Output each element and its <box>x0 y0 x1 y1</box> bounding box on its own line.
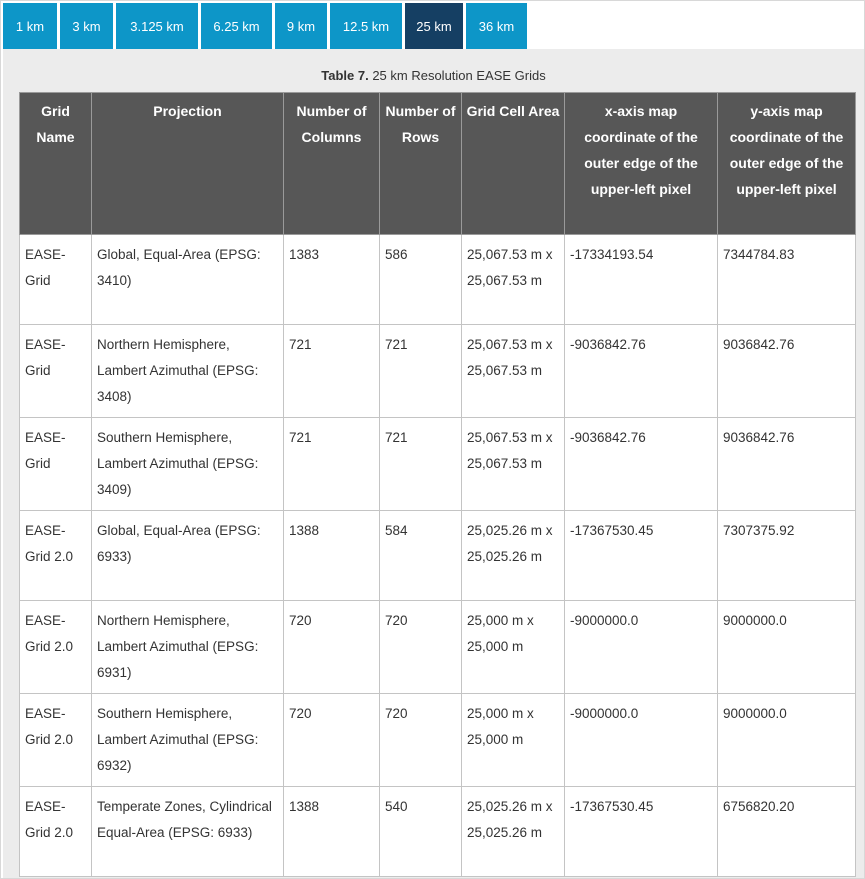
cell-x-coordinate: -9000000.0 <box>564 600 718 694</box>
caption-text: 25 km Resolution EASE Grids <box>368 68 546 83</box>
cell-columns: 721 <box>283 324 380 418</box>
cell-columns: 1388 <box>283 510 380 601</box>
resolution-tabs: 1 km 3 km 3.125 km 6.25 km 9 km 12.5 km … <box>3 3 527 49</box>
cell-area: 25,025.26 m x 25,025.26 m <box>461 786 565 877</box>
cell-area: 25,025.26 m x 25,025.26 m <box>461 510 565 601</box>
cell-x-coordinate: -9000000.0 <box>564 693 718 787</box>
cell-area: 25,000 m x 25,000 m <box>461 693 565 787</box>
cell-rows: 586 <box>379 234 462 325</box>
cell-y-coordinate: 9000000.0 <box>717 693 856 787</box>
cell-y-coordinate: 9036842.76 <box>717 417 856 511</box>
table-caption: Table 7. 25 km Resolution EASE Grids <box>3 68 864 83</box>
ease-grids-table: Grid Name Projection Number of Columns N… <box>19 92 856 877</box>
table-row: EASE-Grid 2.0 Temperate Zones, Cylindric… <box>19 786 856 877</box>
header-number-of-rows: Number of Rows <box>379 92 462 235</box>
cell-projection: Northern Hemisphere, Lambert Azimuthal (… <box>91 324 284 418</box>
cell-x-coordinate: -9036842.76 <box>564 324 718 418</box>
header-number-of-columns: Number of Columns <box>283 92 380 235</box>
cell-rows: 720 <box>379 600 462 694</box>
cell-columns: 721 <box>283 417 380 511</box>
cell-grid-name: EASE-Grid 2.0 <box>19 510 92 601</box>
tab-36-km[interactable]: 36 km <box>466 3 527 49</box>
table-row: EASE-Grid Northern Hemisphere, Lambert A… <box>19 324 856 418</box>
cell-y-coordinate: 9036842.76 <box>717 324 856 418</box>
cell-area: 25,067.53 m x 25,067.53 m <box>461 324 565 418</box>
table-row: EASE-Grid 2.0 Global, Equal-Area (EPSG: … <box>19 510 856 601</box>
tab-6-25-km[interactable]: 6.25 km <box>201 3 272 49</box>
cell-rows: 721 <box>379 417 462 511</box>
tab-12-5-km[interactable]: 12.5 km <box>330 3 402 49</box>
tab-3-125-km[interactable]: 3.125 km <box>116 3 198 49</box>
cell-y-coordinate: 6756820.20 <box>717 786 856 877</box>
cell-grid-name: EASE-Grid 2.0 <box>19 786 92 877</box>
cell-projection: Global, Equal-Area (EPSG: 6933) <box>91 510 284 601</box>
cell-projection: Southern Hemisphere, Lambert Azimuthal (… <box>91 417 284 511</box>
cell-grid-name: EASE-Grid 2.0 <box>19 693 92 787</box>
cell-columns: 1388 <box>283 786 380 877</box>
cell-area: 25,067.53 m x 25,067.53 m <box>461 234 565 325</box>
cell-area: 25,000 m x 25,000 m <box>461 600 565 694</box>
cell-rows: 721 <box>379 324 462 418</box>
tab-9-km[interactable]: 9 km <box>275 3 327 49</box>
table-row: EASE-Grid 2.0 Northern Hemisphere, Lambe… <box>19 600 856 694</box>
cell-x-coordinate: -17334193.54 <box>564 234 718 325</box>
header-y-axis-coordinate: y-axis map coordinate of the outer edge … <box>717 92 856 235</box>
cell-columns: 1383 <box>283 234 380 325</box>
cell-rows: 720 <box>379 693 462 787</box>
cell-x-coordinate: -17367530.45 <box>564 510 718 601</box>
cell-y-coordinate: 7344784.83 <box>717 234 856 325</box>
header-grid-cell-area: Grid Cell Area <box>461 92 565 235</box>
cell-y-coordinate: 7307375.92 <box>717 510 856 601</box>
cell-grid-name: EASE-Grid <box>19 324 92 418</box>
table-row: EASE-Grid Southern Hemisphere, Lambert A… <box>19 417 856 511</box>
cell-columns: 720 <box>283 693 380 787</box>
tab-3-km[interactable]: 3 km <box>60 3 113 49</box>
cell-projection: Southern Hemisphere, Lambert Azimuthal (… <box>91 693 284 787</box>
cell-projection: Northern Hemisphere, Lambert Azimuthal (… <box>91 600 284 694</box>
tab-1-km[interactable]: 1 km <box>3 3 57 49</box>
cell-grid-name: EASE-Grid 2.0 <box>19 600 92 694</box>
table-panel: Table 7. 25 km Resolution EASE Grids Gri… <box>3 49 864 878</box>
header-x-axis-coordinate: x-axis map coordinate of the outer edge … <box>564 92 718 235</box>
cell-x-coordinate: -17367530.45 <box>564 786 718 877</box>
cell-area: 25,067.53 m x 25,067.53 m <box>461 417 565 511</box>
cell-rows: 584 <box>379 510 462 601</box>
cell-grid-name: EASE-Grid <box>19 234 92 325</box>
header-grid-name: Grid Name <box>19 92 92 235</box>
cell-projection: Global, Equal-Area (EPSG: 3410) <box>91 234 284 325</box>
header-projection: Projection <box>91 92 284 235</box>
cell-columns: 720 <box>283 600 380 694</box>
table-row: EASE-Grid Global, Equal-Area (EPSG: 3410… <box>19 234 856 325</box>
table-header-row: Grid Name Projection Number of Columns N… <box>19 92 856 235</box>
caption-number: Table 7. <box>321 68 369 83</box>
cell-rows: 540 <box>379 786 462 877</box>
cell-y-coordinate: 9000000.0 <box>717 600 856 694</box>
cell-x-coordinate: -9036842.76 <box>564 417 718 511</box>
table-row: EASE-Grid 2.0 Southern Hemisphere, Lambe… <box>19 693 856 787</box>
cell-grid-name: EASE-Grid <box>19 417 92 511</box>
cell-projection: Temperate Zones, Cylindrical Equal-Area … <box>91 786 284 877</box>
tab-25-km[interactable]: 25 km <box>405 3 463 49</box>
